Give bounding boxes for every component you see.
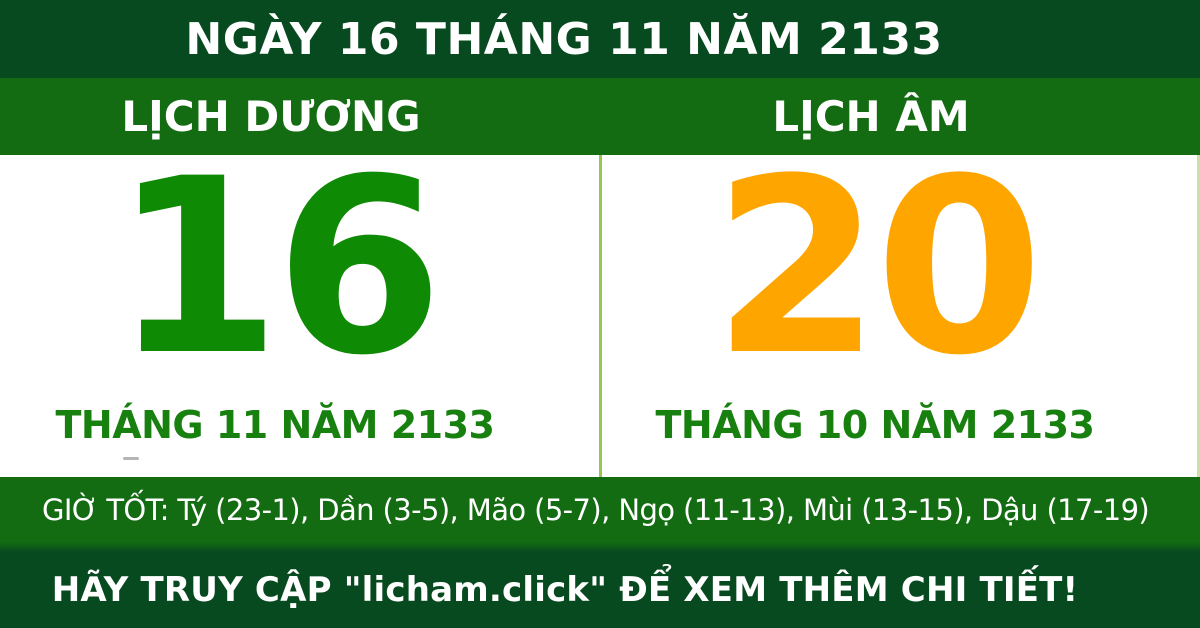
footer-cta-band: HÃY TRUY CẬP "licham.click" ĐỂ XEM THÊM … [0, 552, 1200, 628]
panel-right-border-line [1197, 155, 1200, 477]
band-transition-gradient [0, 542, 1200, 552]
calendar-type-labels-row: LỊCH DƯƠNG LỊCH ÂM [0, 78, 1200, 155]
lunar-day-number: 20 [712, 127, 1044, 409]
footer-cta-text: HÃY TRUY CẬP "licham.click" ĐỂ XEM THÊM … [51, 570, 1079, 610]
good-hours-text: GIỜ TỐT: Tý (23-1), Dần (3-5), Mão (5-7)… [42, 492, 1150, 527]
lunar-day-column: 20 THÁNG 10 NĂM 2133 [600, 147, 1200, 477]
lunar-month-label: THÁNG 10 NĂM 2133 [655, 403, 1095, 447]
date-header: NGÀY 16 THÁNG 11 NĂM 2133 [0, 0, 1200, 78]
date-header-title: NGÀY 16 THÁNG 11 NĂM 2133 [185, 13, 943, 65]
lunar-calendar-label: LỊCH ÂM [772, 92, 970, 141]
good-hours-band: GIỜ TỐT: Tý (23-1), Dần (3-5), Mão (5-7)… [0, 477, 1200, 542]
solar-day-column: 16 THÁNG 11 NĂM 2133 [0, 147, 600, 477]
day-numbers-panel: 16 THÁNG 11 NĂM 2133 20 THÁNG 10 NĂM 213… [0, 147, 1200, 477]
solar-month-label: THÁNG 11 NĂM 2133 [55, 403, 495, 447]
solar-day-number: 16 [112, 127, 444, 409]
solar-calendar-label: LỊCH DƯƠNG [121, 92, 421, 141]
small-dash-mark [123, 457, 139, 460]
solar-calendar-label-cell: LỊCH DƯƠNG [0, 78, 600, 155]
lunar-calendar-label-cell: LỊCH ÂM [600, 78, 1200, 155]
column-divider-line [599, 155, 602, 477]
